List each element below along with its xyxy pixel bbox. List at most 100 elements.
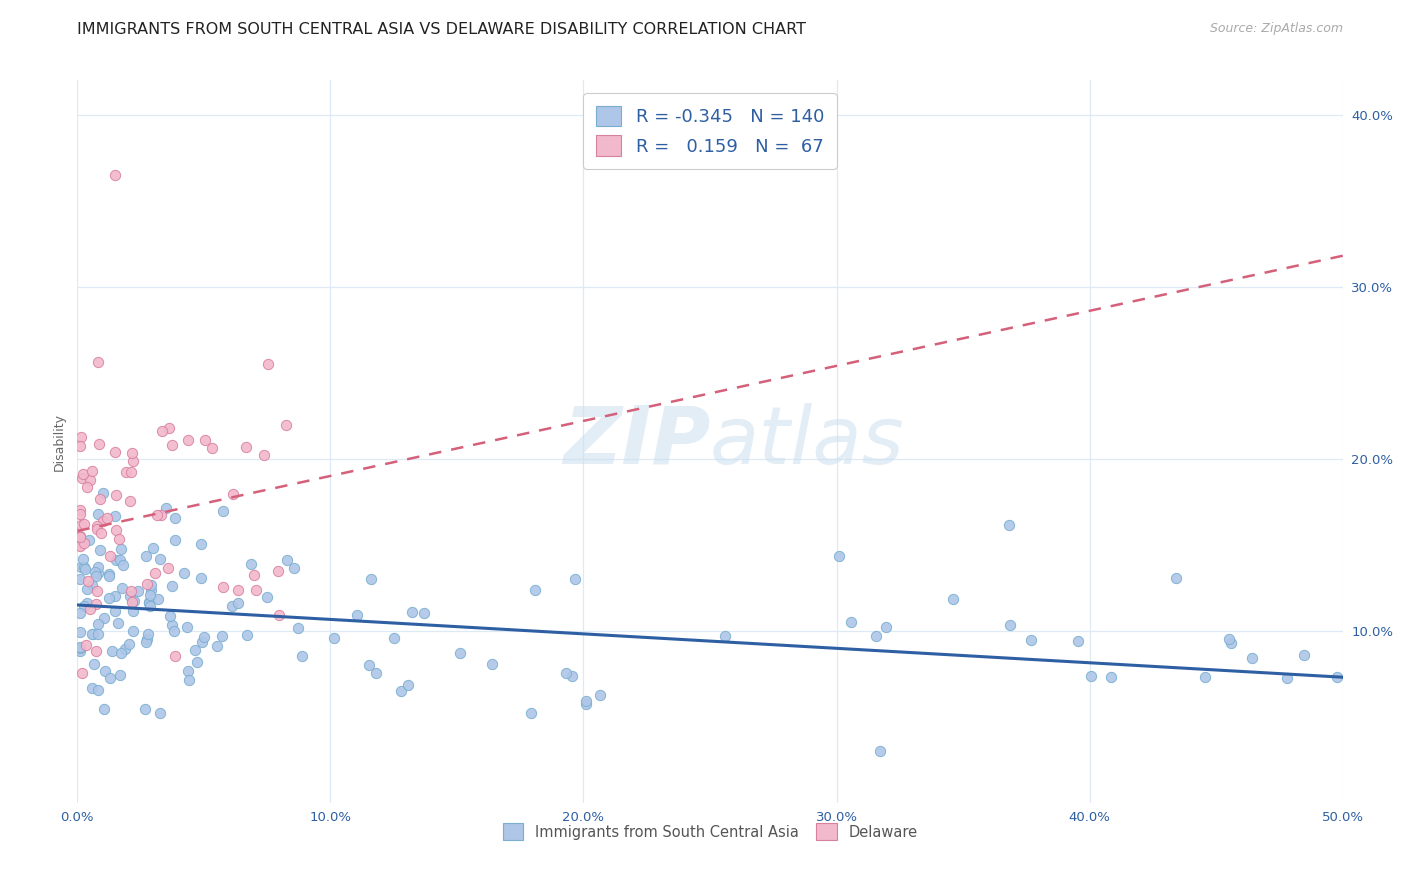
- Point: [98, 549, 121, 564]
- Point: [104, 589, 127, 603]
- Point: [266, 564, 288, 578]
- Point: [159, 609, 181, 624]
- Point: [98, 591, 121, 605]
- Point: [156, 561, 179, 575]
- Point: [226, 582, 249, 597]
- Point: [83, 565, 105, 579]
- Point: [84, 644, 107, 658]
- Point: [257, 357, 280, 371]
- Point: [283, 561, 305, 575]
- Point: [118, 590, 141, 604]
- Point: [1099, 670, 1122, 684]
- Point: [236, 627, 259, 641]
- Point: [135, 635, 157, 649]
- Point: [561, 668, 583, 682]
- Point: [207, 639, 229, 653]
- Point: [70, 471, 93, 485]
- Point: [274, 418, 297, 433]
- Point: [401, 605, 423, 619]
- Point: [162, 579, 184, 593]
- Point: [73, 517, 96, 532]
- Point: [108, 668, 131, 682]
- Point: [139, 583, 162, 598]
- Point: [73, 535, 96, 549]
- Point: [77, 533, 100, 548]
- Point: [235, 440, 257, 454]
- Point: [177, 664, 200, 678]
- Point: [291, 648, 314, 663]
- Point: [69, 572, 91, 586]
- Point: [89, 542, 111, 557]
- Point: [190, 635, 212, 649]
- Point: [110, 646, 132, 660]
- Point: [389, 684, 412, 698]
- Point: [136, 627, 159, 641]
- Point: [108, 533, 131, 547]
- Point: [146, 508, 169, 522]
- Point: [524, 582, 547, 597]
- Point: [93, 485, 115, 500]
- Point: [87, 682, 110, 697]
- Point: [73, 560, 96, 574]
- Point: [382, 632, 405, 646]
- Point: [243, 567, 266, 582]
- Point: [360, 572, 382, 586]
- Point: [1066, 633, 1088, 648]
- Point: [1194, 670, 1216, 684]
- Point: [1326, 670, 1348, 684]
- Point: [150, 425, 173, 439]
- Point: [84, 597, 107, 611]
- Point: [69, 529, 91, 543]
- Point: [117, 637, 139, 651]
- Point: [87, 559, 110, 574]
- Point: [366, 665, 388, 680]
- Point: [96, 510, 118, 524]
- Point: [69, 640, 91, 654]
- Point: [1021, 633, 1043, 648]
- Point: [221, 487, 243, 501]
- Point: [69, 538, 91, 552]
- Point: [942, 592, 965, 607]
- Point: [135, 549, 157, 563]
- Point: [177, 433, 200, 447]
- Point: [143, 566, 166, 581]
- Point: [70, 559, 93, 574]
- Point: [70, 430, 93, 444]
- Point: [76, 574, 98, 589]
- Point: [136, 632, 159, 646]
- Point: [134, 702, 156, 716]
- Point: [186, 656, 208, 670]
- Point: [193, 631, 215, 645]
- Point: [322, 632, 344, 646]
- Text: atlas: atlas: [710, 402, 905, 481]
- Point: [94, 665, 117, 679]
- Point: [87, 626, 110, 640]
- Point: [212, 580, 235, 594]
- Text: IMMIGRANTS FROM SOUTH CENTRAL ASIA VS DELAWARE DISABILITY CORRELATION CHART: IMMIGRANTS FROM SOUTH CENTRAL ASIA VS DE…: [77, 22, 806, 37]
- Point: [245, 582, 267, 597]
- Point: [564, 572, 586, 586]
- Point: [72, 467, 94, 482]
- Point: [121, 624, 143, 638]
- Point: [267, 608, 290, 623]
- Point: [155, 501, 177, 516]
- Point: [87, 617, 110, 632]
- Point: [104, 488, 127, 502]
- Point: [86, 518, 108, 533]
- Point: [1080, 669, 1102, 683]
- Point: [201, 442, 224, 456]
- Point: [107, 615, 129, 630]
- Point: [101, 644, 124, 658]
- Point: [86, 522, 108, 536]
- Point: [239, 557, 262, 571]
- Point: [104, 553, 127, 567]
- Point: [91, 515, 114, 529]
- Point: [1219, 636, 1241, 650]
- Point: [357, 657, 380, 672]
- Point: [73, 562, 96, 576]
- Point: [226, 596, 249, 610]
- Point: [159, 420, 181, 434]
- Point: [142, 541, 165, 555]
- Point: [136, 577, 159, 591]
- Point: [163, 533, 186, 548]
